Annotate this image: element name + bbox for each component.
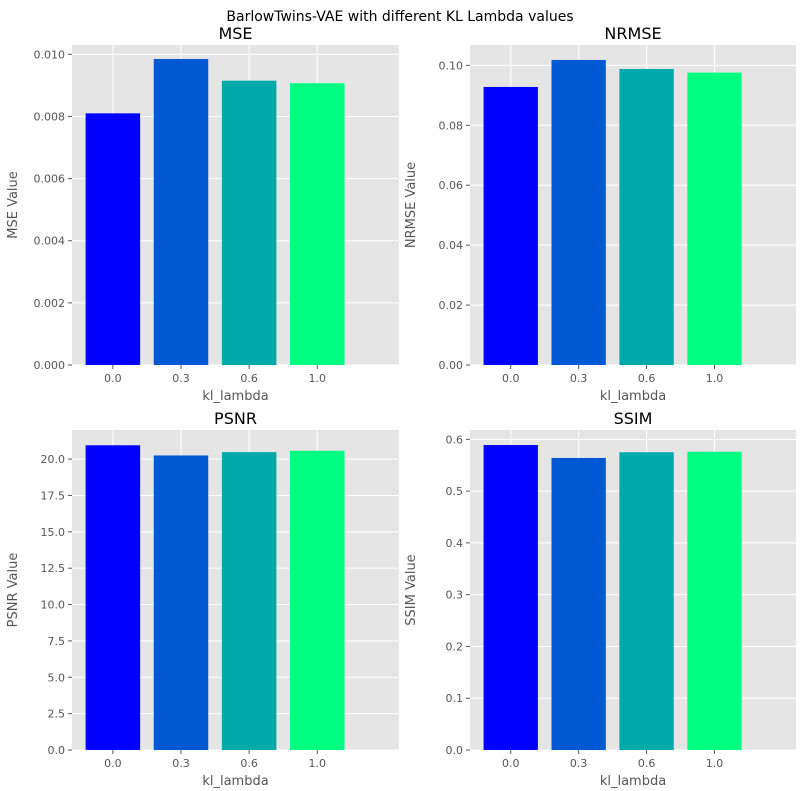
psnr-y-tick-label: 17.5 bbox=[41, 489, 66, 502]
nrmse-x-tick-label: 0.6 bbox=[638, 372, 656, 385]
ssim-y-tick-label: 0.3 bbox=[446, 589, 464, 602]
psnr-panel: 0.0 2.5 5.0 7.5 10.0 12.5 15.0 17.5 20.0 0.0 0.3 0.… bbox=[6, 409, 399, 789]
mse-x-tick-label: 0.0 bbox=[104, 372, 122, 385]
nrmse-y-tick-label: 0.08 bbox=[439, 119, 464, 132]
subplot-grid: 0.000 0.002 0.004 0.006 0.008 0.010 0.0 0.3 0.6 1… bbox=[6, 24, 796, 789]
psnr-bar-0-6 bbox=[221, 452, 277, 750]
mse-title: MSE bbox=[218, 24, 252, 43]
nrmse-y-axis-label: NRMSE Value bbox=[404, 162, 419, 248]
nrmse-bar-1-0 bbox=[687, 72, 742, 365]
ssim-y-tick-label: 0.1 bbox=[446, 692, 464, 705]
ssim-x-tick-label: 0.0 bbox=[502, 757, 520, 770]
nrmse-y-tick-label: 0.02 bbox=[439, 299, 464, 312]
psnr-x-tick-label: 0.6 bbox=[240, 757, 258, 770]
nrmse-x-axis-label: kl_lambda bbox=[600, 389, 666, 404]
psnr-y-tick-label: 10.0 bbox=[41, 599, 66, 612]
mse-x-tick-label: 0.3 bbox=[172, 372, 190, 385]
ssim-x-tick-label: 1.0 bbox=[706, 757, 724, 770]
ssim-title: SSIM bbox=[614, 409, 653, 428]
mse-x-tick-label: 0.6 bbox=[240, 372, 258, 385]
ssim-x-axis-label: kl_lambda bbox=[600, 774, 666, 789]
mse-bar-0-0 bbox=[85, 113, 141, 365]
nrmse-x-tick-label: 0.3 bbox=[570, 372, 588, 385]
ssim-y-tick-label: 0.4 bbox=[446, 537, 464, 550]
figure-title: BarlowTwins-VAE with different KL Lambda… bbox=[226, 9, 573, 25]
mse-x-tick-label: 1.0 bbox=[309, 372, 327, 385]
mse-y-tick-label: 0.006 bbox=[34, 173, 66, 186]
mse-bar-1-0 bbox=[290, 83, 345, 365]
psnr-y-axis-label: PSNR Value bbox=[6, 553, 21, 628]
psnr-x-tick-label: 1.0 bbox=[309, 757, 327, 770]
mse-bar-0-6 bbox=[221, 80, 277, 366]
ssim-bar-0-0 bbox=[483, 445, 538, 750]
mse-x-axis-label: kl_lambda bbox=[202, 389, 268, 404]
psnr-x-tick-label: 0.0 bbox=[104, 757, 122, 770]
psnr-bar-1-0 bbox=[290, 450, 345, 750]
nrmse-x-tick-label: 1.0 bbox=[706, 372, 724, 385]
ssim-y-tick-label: 0.5 bbox=[446, 485, 464, 498]
nrmse-panel: 0.00 0.02 0.04 0.06 0.08 0.10 0.0 0.3 0.6 1.0 NRMS… bbox=[404, 24, 796, 404]
psnr-y-tick-label: 15.0 bbox=[41, 526, 66, 539]
nrmse-bar-0-3 bbox=[551, 59, 606, 366]
mse-y-tick-label: 0.002 bbox=[34, 297, 66, 310]
psnr-bar-0-3 bbox=[153, 455, 209, 750]
ssim-bar-0-3 bbox=[551, 457, 606, 750]
psnr-y-tick-label: 0.0 bbox=[48, 744, 66, 757]
nrmse-bar-0-6 bbox=[619, 68, 674, 366]
nrmse-y-tick-label: 0.00 bbox=[439, 359, 464, 372]
mse-y-tick-label: 0.008 bbox=[34, 110, 66, 123]
nrmse-bar-0-0 bbox=[483, 86, 538, 365]
psnr-y-tick-label: 7.5 bbox=[48, 635, 66, 648]
psnr-y-tick-label: 5.0 bbox=[48, 671, 66, 684]
ssim-y-tick-label: 0.6 bbox=[446, 433, 464, 446]
nrmse-title: NRMSE bbox=[604, 24, 661, 43]
mse-bar-0-3 bbox=[153, 58, 209, 365]
psnr-y-tick-label: 12.5 bbox=[41, 562, 66, 575]
psnr-bar-0-0 bbox=[85, 445, 141, 750]
mse-y-tick-label: 0.000 bbox=[34, 359, 66, 372]
nrmse-x-tick-label: 0.0 bbox=[502, 372, 520, 385]
psnr-x-tick-label: 0.3 bbox=[172, 757, 190, 770]
psnr-title: PSNR bbox=[214, 409, 257, 428]
nrmse-y-tick-label: 0.10 bbox=[439, 59, 464, 72]
ssim-x-tick-label: 0.6 bbox=[638, 757, 656, 770]
nrmse-y-tick-label: 0.06 bbox=[439, 179, 464, 192]
psnr-y-tick-label: 2.5 bbox=[48, 708, 66, 721]
ssim-x-tick-label: 0.3 bbox=[570, 757, 588, 770]
nrmse-y-tick-label: 0.04 bbox=[439, 239, 464, 252]
mse-y-tick-label: 0.010 bbox=[34, 48, 66, 61]
mse-y-tick-label: 0.004 bbox=[34, 235, 66, 248]
psnr-y-tick-label: 20.0 bbox=[41, 453, 66, 466]
ssim-y-tick-label: 0.0 bbox=[446, 744, 464, 757]
ssim-bar-1-0 bbox=[687, 451, 742, 750]
mse-y-axis-label: MSE Value bbox=[6, 171, 21, 239]
ssim-y-tick-label: 0.2 bbox=[446, 640, 464, 653]
psnr-x-axis-label: kl_lambda bbox=[202, 774, 268, 789]
mse-panel: 0.000 0.002 0.004 0.006 0.008 0.010 0.0 0.3 0.6 1… bbox=[6, 24, 399, 404]
ssim-y-axis-label: SSIM Value bbox=[404, 554, 419, 625]
ssim-bar-0-6 bbox=[619, 452, 674, 750]
ssim-panel: 0.0 0.1 0.2 0.3 0.4 0.5 0.6 0.0 0.3 0.6 1.0 SSIM kl_… bbox=[404, 409, 796, 789]
